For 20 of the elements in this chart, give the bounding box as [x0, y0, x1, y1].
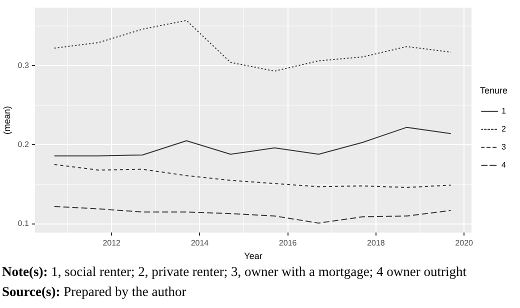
x-tick-label: 2016: [278, 238, 298, 248]
y-axis-title: (mean): [2, 106, 12, 134]
y-tick-label: 0.3: [18, 60, 30, 70]
line-series: [54, 20, 452, 72]
x-tick-label: 2014: [190, 238, 210, 248]
legend-label: 2: [502, 124, 507, 134]
y-tick-label: 0.2: [18, 140, 30, 149]
x-tick-label: 2018: [367, 238, 386, 248]
legend-title: Tenure: [480, 86, 508, 96]
legend-label: 4: [502, 160, 507, 170]
y-tick-label: 0.1: [18, 219, 30, 228]
legend-label: 3: [502, 142, 507, 152]
source-note: Source(s): Prepared by the author: [2, 284, 186, 299]
x-tick-label: 2020: [455, 238, 474, 248]
text: Note(s): 1, social renter; 2, private renter; 3, owner with a mortgage; 4 owner outright: [2, 264, 466, 279]
x-axis-title: Year: [244, 251, 262, 262]
x-tick-label: 2012: [102, 238, 122, 248]
legend-label: 1: [502, 106, 507, 116]
line-series: [54, 164, 452, 188]
line-series: [54, 206, 452, 224]
